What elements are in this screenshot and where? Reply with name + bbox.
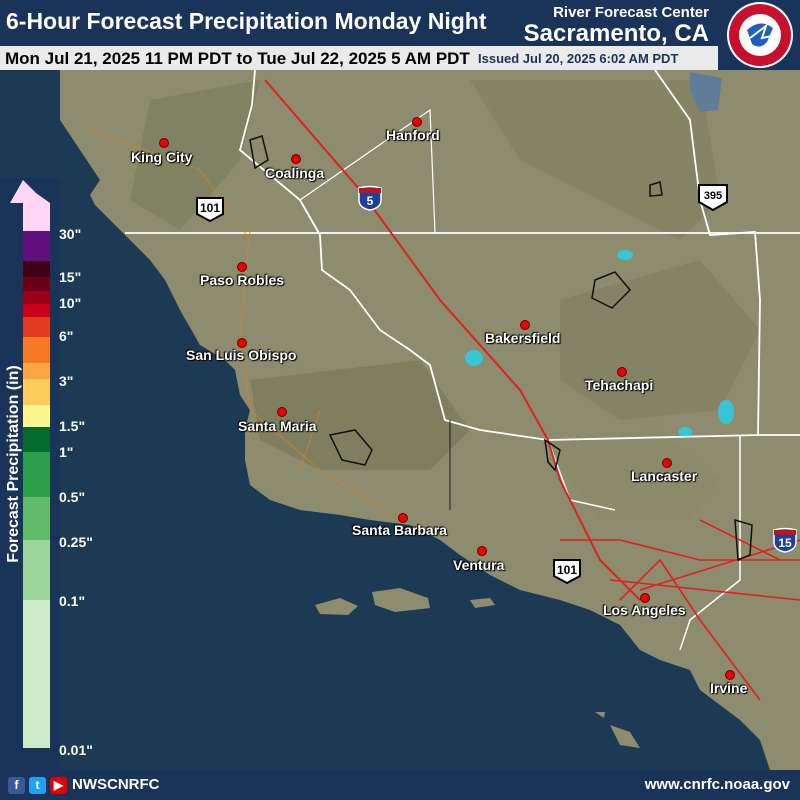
legend-title: Forecast Precipitation (in)	[5, 365, 22, 563]
state-routes	[89, 129, 401, 521]
facebook-icon[interactable]: f	[8, 777, 25, 794]
city-label-tehachapi: Tehachapi	[585, 377, 654, 393]
us-395-shield: 395	[698, 184, 728, 211]
channel-island	[470, 598, 495, 608]
legend-tick: 30"	[59, 226, 82, 242]
city-marker	[412, 117, 422, 127]
office-location: Sacramento, CA	[523, 20, 709, 47]
city-marker	[277, 407, 287, 417]
legend-tick: 10"	[59, 295, 82, 311]
us-101-shield-south: 101	[553, 559, 581, 584]
twitter-icon[interactable]: t	[29, 777, 46, 794]
lake	[678, 427, 692, 437]
legend-tick: 1.5"	[59, 418, 86, 434]
forecast-period: Mon Jul 21, 2025 11 PM PDT to Tue Jul 22…	[5, 49, 470, 68]
shield-label: 101	[200, 201, 220, 215]
lake	[465, 350, 483, 366]
channel-island	[372, 588, 430, 612]
interstate-5-shield: 5	[358, 185, 382, 211]
issued-time: Issued Jul 20, 2025 6:02 AM PDT	[478, 51, 679, 66]
channel-island	[595, 712, 605, 718]
legend-tick: 15"	[59, 269, 82, 285]
legend-tick: 3"	[59, 373, 74, 389]
precip-legend-bar	[0, 178, 60, 770]
city-label-bakersfield: Bakersfield	[485, 330, 561, 346]
city-marker	[237, 262, 247, 272]
shield-label: 101	[557, 563, 577, 577]
shield-label: 395	[704, 190, 722, 202]
header-bar: 6-Hour Forecast Precipitation Monday Nig…	[0, 0, 800, 70]
city-label-irvine: Irvine	[710, 680, 748, 696]
legend-tick: 1"	[59, 444, 74, 460]
legend-tick: 0.25"	[59, 534, 93, 550]
channel-island	[610, 725, 640, 748]
city-label-paso-robles: Paso Robles	[200, 272, 285, 288]
city-marker	[291, 154, 301, 164]
footer-bar: f t ▶ NWSCNRFC www.cnrfc.noaa.gov	[0, 770, 800, 800]
city-label-santa-maria: Santa Maria	[238, 418, 317, 434]
website-link[interactable]: www.cnrfc.noaa.gov	[644, 776, 790, 793]
map-title: 6-Hour Forecast Precipitation Monday Nig…	[6, 8, 487, 34]
la-highways	[560, 519, 800, 701]
legend-tick: 0.01"	[59, 742, 93, 758]
shield-label: 5	[367, 194, 374, 208]
office-label: River Forecast Center	[553, 4, 709, 21]
city-marker	[398, 513, 408, 523]
youtube-icon[interactable]: ▶	[50, 777, 67, 794]
city-marker	[662, 458, 672, 468]
city-label-ventura: Ventura	[453, 557, 505, 573]
city-label-los-angeles: Los Angeles	[603, 602, 686, 618]
period-bar: Mon Jul 21, 2025 11 PM PDT to Tue Jul 22…	[0, 46, 718, 70]
city-marker	[159, 138, 169, 148]
city-marker	[237, 338, 247, 348]
legend-tick: 0.1"	[59, 593, 86, 609]
legend-tick: 0.5"	[59, 489, 86, 505]
city-marker	[725, 670, 735, 680]
interstate-15-shield: 15	[773, 527, 797, 553]
city-label-lancaster: Lancaster	[631, 468, 698, 484]
city-marker	[617, 367, 627, 377]
lake	[718, 400, 734, 424]
us-101-shield-north: 101	[196, 197, 224, 222]
city-label-king-city: King City	[131, 149, 193, 165]
city-label-hanford: Hanford	[386, 127, 440, 143]
city-marker	[640, 593, 650, 603]
shield-label: 15	[778, 536, 792, 550]
city-marker	[520, 320, 530, 330]
channel-island	[315, 598, 358, 615]
city-marker	[477, 546, 487, 556]
city-label-santa-barbara: Santa Barbara	[352, 522, 447, 538]
legend-tick: 6"	[59, 328, 74, 344]
city-label-san-luis-obispo: San Luis Obispo	[186, 347, 297, 363]
lake	[690, 72, 722, 112]
lake	[617, 250, 633, 260]
nws-logo	[727, 2, 793, 68]
city-label-coalinga: Coalinga	[265, 165, 325, 181]
social-handle[interactable]: NWSCNRFC	[72, 776, 160, 793]
